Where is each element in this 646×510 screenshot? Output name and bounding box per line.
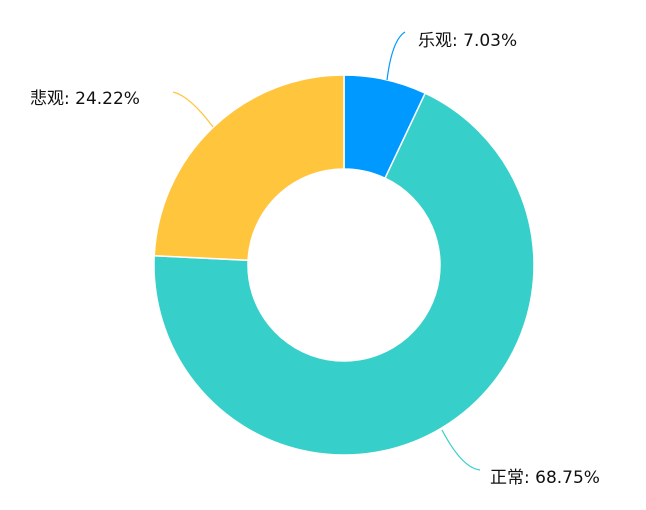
slice-悲观[interactable] xyxy=(153,74,345,262)
leader-line-乐观 xyxy=(386,31,406,81)
data-label-悲观: 悲观: 24.22% xyxy=(30,89,140,109)
data-label-正常: 正常: 68.75% xyxy=(490,468,600,488)
leader-line-悲观 xyxy=(172,91,214,128)
data-label-乐观: 乐观: 7.03% xyxy=(418,31,517,51)
slice-正常[interactable] xyxy=(153,92,535,456)
leader-line-正常 xyxy=(441,429,481,471)
